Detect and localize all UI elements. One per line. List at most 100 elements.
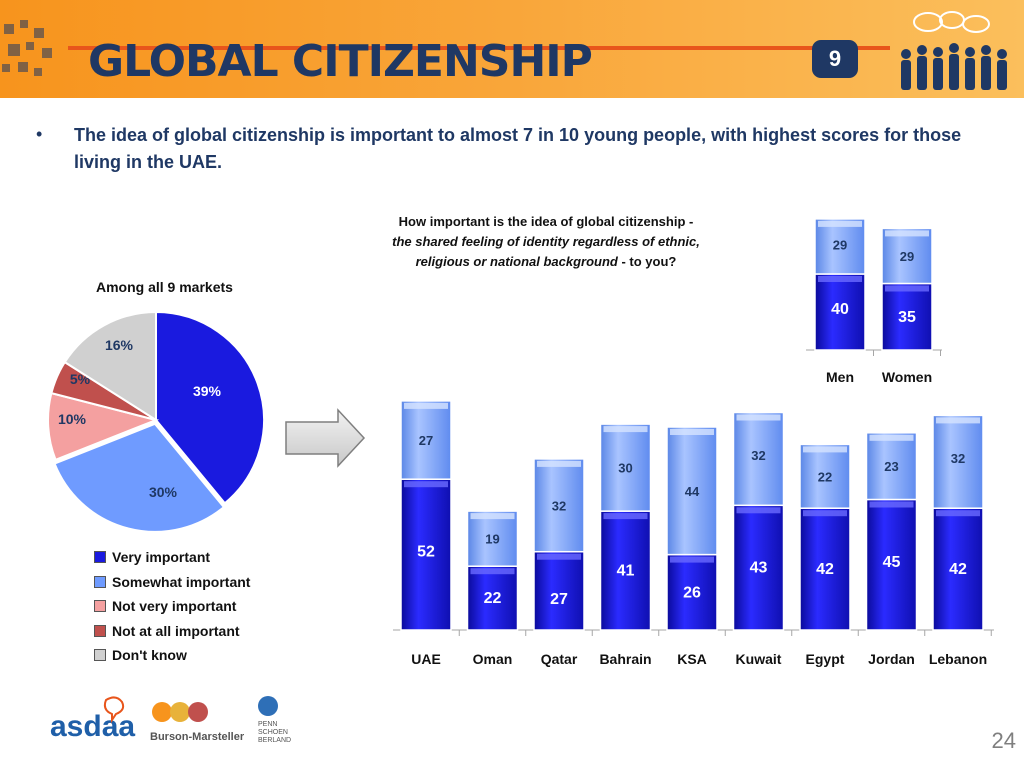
bar-segment-highlight — [885, 285, 929, 292]
bar-value-label: 45 — [883, 554, 901, 571]
bar-segment-highlight — [670, 429, 714, 435]
bar-value-label: 35 — [898, 309, 916, 326]
pie-slice-label: 16% — [105, 337, 134, 353]
pie-legend: Very important Somewhat important Not very… — [94, 545, 250, 668]
sponsor-logos: asdaa Burson-Marsteller PENN SCHOEN BERL… — [50, 696, 291, 744]
bar-segment-highlight — [404, 481, 448, 488]
bar-segment — [881, 227, 933, 285]
bar-category-label: Oman — [473, 651, 513, 667]
legend-label: Don't know — [112, 647, 187, 664]
bar-segment — [533, 458, 585, 553]
page-title: GLOBAL CITIZENSHIP — [88, 36, 593, 87]
bar-value-label: 22 — [484, 590, 502, 607]
bar-value-label: 26 — [683, 584, 701, 601]
burson-marsteller-logo-icon: Burson-Marsteller — [150, 702, 245, 743]
bar-value-label: 52 — [417, 544, 435, 561]
bar-value-label: 29 — [833, 237, 847, 252]
bar-category-label: Kuwait — [736, 651, 782, 667]
legend-swatch — [94, 600, 106, 613]
bar-segment-highlight — [936, 510, 980, 517]
bar-category-label: UAE — [411, 651, 441, 667]
bar-segment-highlight — [818, 276, 862, 282]
bar-value-label: 44 — [685, 484, 700, 499]
bar-value-label: 42 — [949, 561, 967, 578]
bar-category-label: Egypt — [806, 651, 845, 667]
asdaa-logo-icon: asdaa — [50, 696, 135, 743]
bar-category-label: Lebanon — [929, 651, 987, 667]
bar-segment — [732, 504, 785, 631]
question-line-1: How important is the idea of global citi… — [398, 214, 694, 229]
bar-value-label: 32 — [751, 448, 765, 463]
legend-swatch — [94, 624, 106, 637]
bar-value-label: 43 — [750, 560, 768, 577]
bar-segment-highlight — [470, 568, 515, 575]
pie-slice-label: 30% — [149, 484, 178, 500]
bar-segment-highlight — [803, 446, 847, 453]
pie-slice-label: 39% — [193, 383, 222, 399]
bar-segment — [814, 273, 866, 351]
header-band: GLOBAL CITIZENSHIP 9 — [0, 0, 1024, 98]
bar-value-label: 42 — [816, 561, 834, 578]
right-arrow-icon — [285, 408, 366, 468]
question-line-3-end: - to you? — [617, 254, 677, 269]
bar-category-label: Women — [882, 369, 932, 385]
bar-value-label: 40 — [831, 301, 849, 318]
bar-segment — [466, 510, 519, 567]
bar-category-label: Qatar — [541, 651, 578, 667]
bar-value-label: 29 — [900, 249, 914, 264]
bar-segment-highlight — [869, 501, 914, 508]
decorative-pattern-icon — [2, 20, 52, 76]
legend-item: Very important — [94, 545, 250, 570]
legend-label: Very important — [112, 549, 211, 566]
bar-segment — [599, 510, 652, 631]
page-number: 24 — [991, 728, 1016, 753]
svg-text:asdaa: asdaa — [50, 710, 135, 743]
pie-slice — [155, 310, 265, 505]
pie-slice — [53, 422, 226, 533]
pie-slice-label: 10% — [58, 411, 87, 427]
bar-segment-highlight — [404, 402, 448, 409]
legend-item: Somewhat important — [94, 570, 250, 595]
bar-segment-highlight — [818, 220, 862, 227]
bar-value-label: 32 — [951, 451, 965, 466]
legend-item: Don't know — [94, 643, 250, 668]
legend-swatch — [94, 551, 106, 564]
bar-value-label: 32 — [552, 498, 566, 513]
bar-segment — [932, 507, 984, 631]
people-silhouettes-icon — [901, 11, 1007, 90]
svg-text:BERLAND: BERLAND — [258, 737, 291, 744]
bar-segment-highlight — [670, 556, 714, 563]
key-finding-text: The idea of global citizenship is import… — [74, 125, 962, 172]
pie-slice — [63, 310, 157, 422]
bar-segment — [865, 432, 918, 501]
bar-segment — [814, 218, 866, 275]
bar-segment — [400, 478, 452, 631]
bar-segment-highlight — [470, 513, 515, 520]
bar-segment — [400, 400, 452, 480]
bar-category-label: Jordan — [868, 651, 915, 667]
pie-caption: Among all 9 markets — [96, 279, 233, 295]
bar-segment-highlight — [537, 460, 581, 467]
bar-category-label: KSA — [677, 651, 707, 667]
bar-segment — [881, 282, 933, 351]
bar-value-label: 23 — [884, 459, 898, 474]
bar-segment — [799, 443, 851, 509]
bar-segment-highlight — [736, 507, 781, 514]
bar-segment-highlight — [869, 434, 914, 441]
legend-label: Not at all important — [112, 622, 240, 639]
bar-segment-highlight — [936, 417, 980, 424]
bar-value-label: 30 — [618, 461, 632, 476]
bar-segment-highlight — [885, 230, 929, 237]
bullet-marker: • — [36, 124, 43, 144]
bar-category-label: Bahrain — [599, 651, 651, 667]
penn-schoen-berland-logo-icon: PENN SCHOEN BERLAND — [258, 696, 291, 744]
bar-segment-highlight — [603, 513, 648, 520]
bar-value-label: 27 — [419, 433, 433, 448]
legend-swatch — [94, 649, 106, 662]
bar-segment-highlight — [803, 510, 847, 517]
bar-segment — [932, 414, 984, 509]
legend-swatch — [94, 575, 106, 588]
bar-category-label: Men — [826, 369, 854, 385]
bar-value-label: 41 — [617, 563, 635, 580]
